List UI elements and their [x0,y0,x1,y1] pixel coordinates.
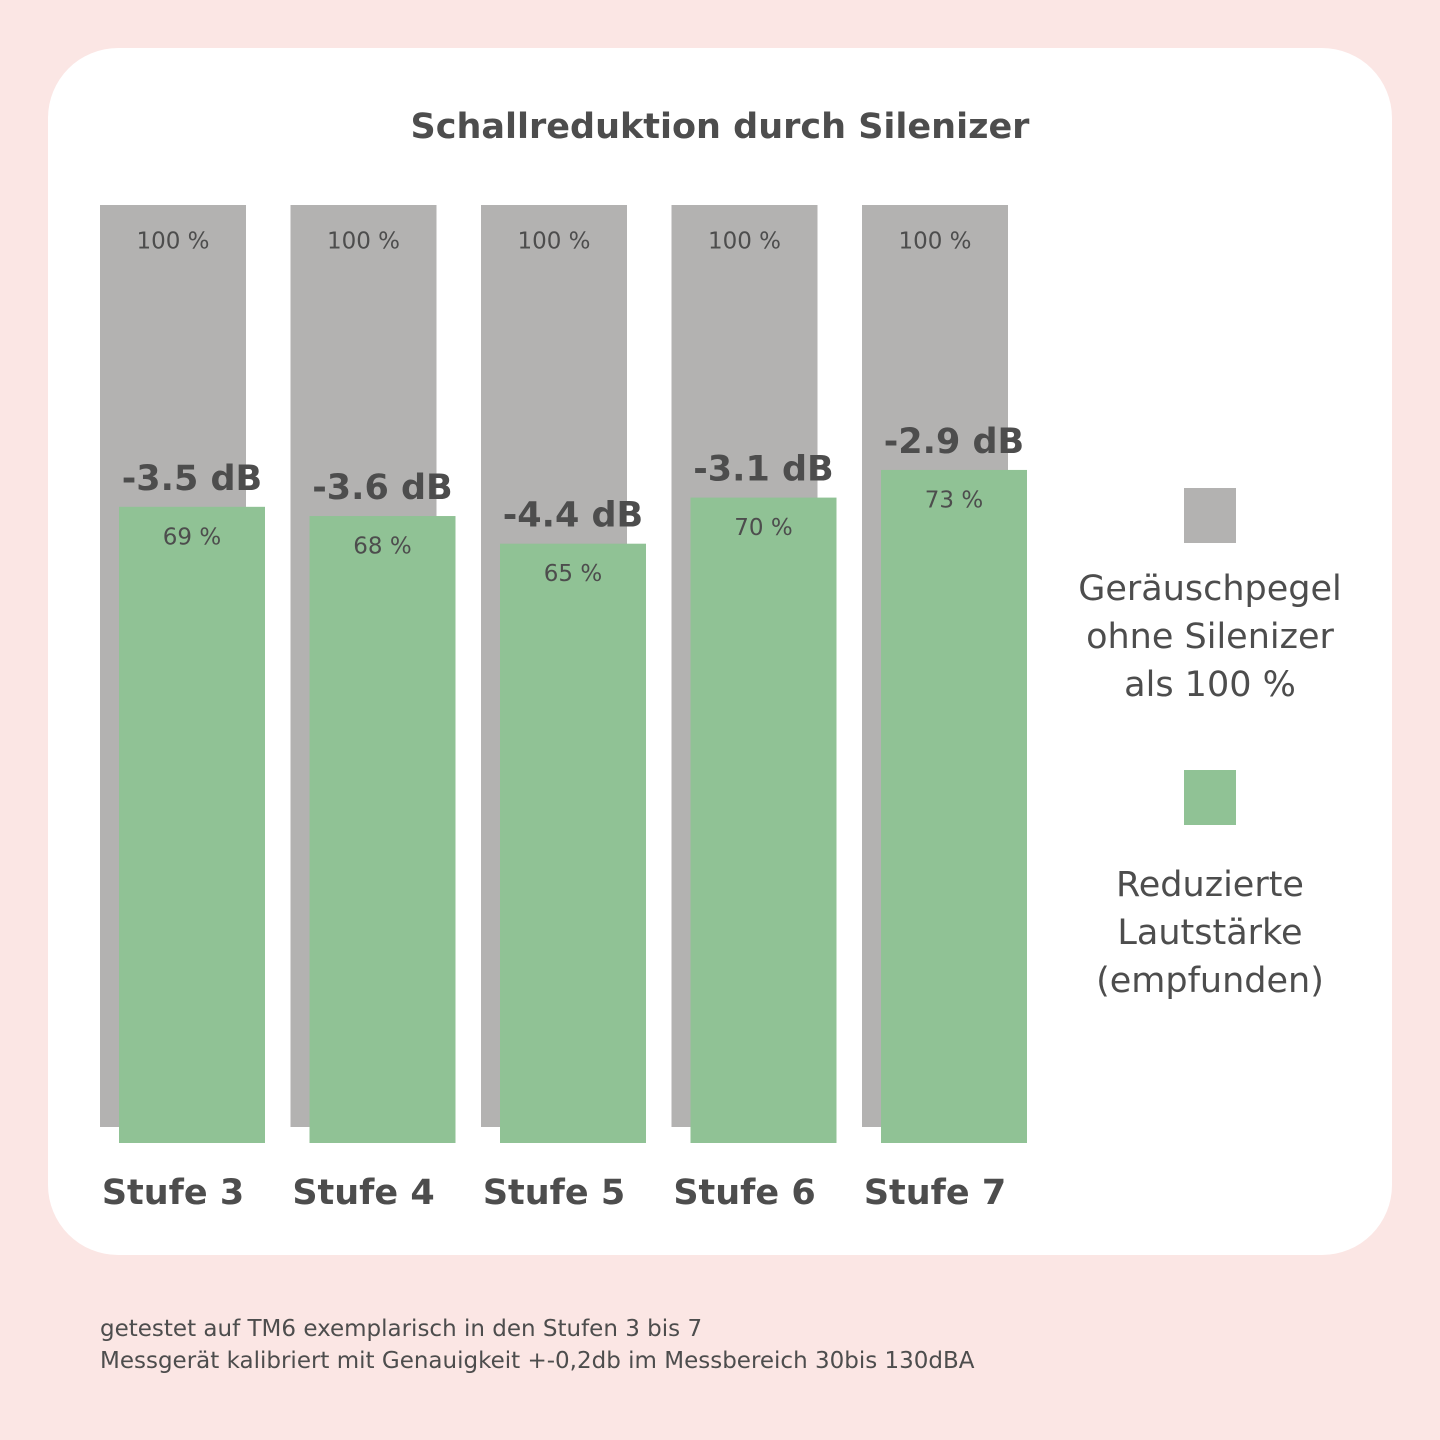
footnote: Messgerät kalibriert mit Genauigkeit +-0… [100,1348,975,1374]
x-tick-label: Stufe 4 [292,1173,434,1213]
value-label: 73 % [925,487,983,513]
legend-swatch [1184,770,1236,825]
footnote: getestet auf TM6 exemplarisch in den Stu… [100,1316,703,1342]
bar [500,543,646,1143]
annotation: -3.6 dB [312,468,452,508]
annotation: -3.5 dB [122,459,262,499]
legend-item: Geräuschpegel ohne Silenizer als 100 % [1060,488,1360,709]
value-label: 65 % [544,561,602,587]
legend-item: Reduzierte Lautstärke (empfunden) [1060,770,1360,1005]
bar [690,497,837,1144]
legend-swatch [1184,488,1236,543]
bar [309,516,456,1143]
annotation: -2.9 dB [884,422,1024,462]
x-tick-label: Stufe 3 [102,1173,244,1213]
value-label: 100 % [517,229,590,255]
value-label: 100 % [708,229,781,255]
annotation: -3.1 dB [693,450,833,490]
value-label: 68 % [353,534,411,560]
x-tick-label: Stufe 7 [864,1173,1006,1213]
x-tick-label: Stufe 5 [483,1173,625,1213]
value-label: 100 % [898,229,971,255]
legend-label: Geräuschpegel ohne Silenizer als 100 % [1078,569,1342,705]
x-tick-label: Stufe 6 [673,1173,815,1213]
bar [119,506,265,1143]
value-label: 69 % [163,524,221,550]
value-label: 70 % [734,515,792,541]
value-label: 100 % [327,229,400,255]
value-label: 100 % [136,229,209,255]
annotation: -4.4 dB [503,496,643,536]
bar [881,469,1027,1143]
chart-title: Schallreduktion durch Silenizer [411,107,1031,147]
legend-label: Reduzierte Lautstärke (empfunden) [1096,865,1324,1001]
